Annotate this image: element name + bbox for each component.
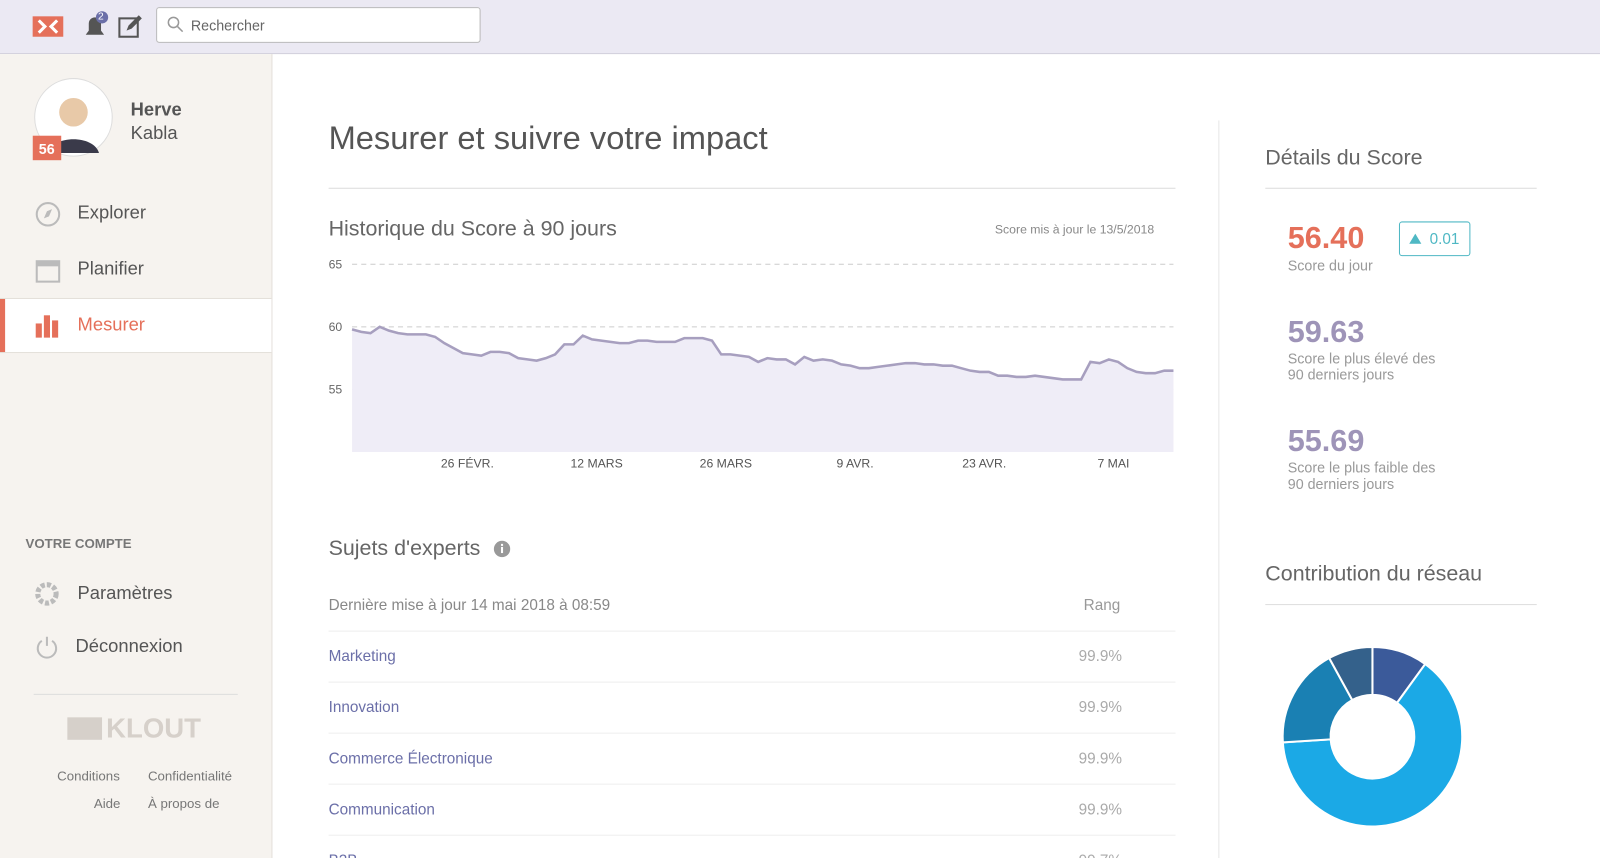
top-bar: 2 Rechercher [0, 0, 1600, 55]
nav-deconnexion[interactable]: Déconnexion [0, 620, 271, 673]
divider [1265, 187, 1537, 189]
profile-score: 56 [38, 140, 55, 158]
compose-icon[interactable] [116, 12, 145, 41]
line: Score le plus élevé des [1287, 349, 1436, 367]
page-title: Mesurer et suivre votre impact [328, 119, 768, 157]
rank-header: Rang [1083, 596, 1121, 615]
info-icon[interactable] [492, 540, 510, 558]
donut-slice [1327, 645, 1374, 702]
icon [35, 202, 61, 227]
x-tick-label: 9 AVR. [836, 456, 873, 470]
search-icon [167, 16, 184, 33]
x-tick-label: 26 FÉVR. [441, 455, 494, 470]
expert-rank: 99.9% [1078, 698, 1122, 717]
y-tick-label: 60 [329, 320, 343, 334]
score-highest: 59.63 [1287, 315, 1365, 349]
line: Score le plus faible des [1287, 459, 1436, 476]
donut-slice [1281, 662, 1464, 828]
line: 90 derniers jours [1287, 366, 1395, 383]
expert-rank: 99.9% [1078, 749, 1122, 768]
nav-planifier[interactable]: Planifier [0, 243, 271, 296]
expert-rank: 99.9% [1078, 801, 1122, 819]
score-change: 0.01 [1398, 221, 1471, 257]
logo-text: KLOUT [106, 713, 202, 744]
line: 90 derniers jours [1287, 475, 1395, 492]
search-placeholder: Rechercher [190, 17, 265, 34]
y-tick-label: 55 [329, 383, 343, 397]
expert-topic: Commerce Électronique [328, 749, 493, 768]
change-value: 0.01 [1429, 230, 1460, 248]
account-title: VOTRE COMPTE [25, 535, 132, 552]
nav-mesurer[interactable]: Mesurer [0, 297, 272, 354]
footer-link[interactable]: À propos de [147, 795, 220, 812]
nav-parametres[interactable]: Paramètres [0, 567, 271, 620]
score-lowest: 55.69 [1287, 424, 1365, 459]
nav-label: Planifier [77, 258, 144, 279]
footer-link[interactable]: Conditions [57, 768, 120, 784]
expert-rank: 99.9% [1078, 647, 1122, 666]
divider [33, 693, 238, 695]
icon [35, 582, 59, 606]
footer-logo: KLOUT [67, 713, 201, 745]
y-tick-label: 65 [329, 257, 343, 271]
up-arrow [1409, 233, 1422, 244]
icon [36, 636, 58, 659]
score-today: 56.40 [1287, 221, 1365, 256]
experts-title: Sujets d'experts [329, 537, 511, 561]
x-tick-label: 12 MARS [570, 456, 622, 470]
avatar[interactable] [32, 77, 117, 163]
footer-link[interactable]: Aide [93, 795, 121, 812]
nav-explorer[interactable]: Explorer [0, 187, 271, 240]
expert-row[interactable]: Innovation 99.9% [328, 682, 1176, 734]
experts-title-text: Sujets d'experts [328, 536, 481, 561]
expert-topic: Marketing [328, 647, 396, 666]
expert-topic: Communication [328, 801, 435, 819]
donut-slice [1281, 656, 1354, 744]
icon [35, 260, 61, 283]
expert-row[interactable]: Marketing 99.9% [328, 631, 1176, 683]
x-tick-label: 26 MARS [700, 456, 752, 470]
experts-updated: Dernière mise à jour 14 mai 2018 à 08:59 [328, 596, 611, 615]
search-box[interactable]: Rechercher [156, 7, 481, 43]
footer-link[interactable]: Confidentialité [147, 768, 233, 784]
sidebar: 56 Herve Kabla Explorer Planifier Mesure… [0, 54, 273, 858]
x-tick-label: 23 AVR. [962, 456, 1006, 470]
history-title: Historique du Score à 90 jours [328, 217, 617, 241]
expert-row[interactable]: Commerce Électronique 99.9% [328, 733, 1176, 785]
logo-icon[interactable] [31, 12, 66, 41]
donut-slice [1371, 645, 1427, 705]
expert-row[interactable]: Communication 99.9% [328, 784, 1176, 836]
divider [328, 187, 1176, 189]
nav-label: Explorer [77, 202, 146, 223]
nav-label: Déconnexion [75, 635, 183, 657]
expert-rank: 99.7% [1079, 852, 1122, 858]
score-line [351, 325, 1174, 381]
score-highest-label: Score le plus élevé des 90 derniers jours [1288, 350, 1436, 383]
notification-count: 2 [97, 11, 104, 23]
last-name: Kabla [130, 122, 178, 143]
nav-label: Mesurer [77, 314, 145, 335]
column-divider [1218, 120, 1220, 858]
icon [35, 315, 59, 338]
x-tick-label: 7 MAI [1097, 456, 1129, 470]
score-today-label: Score du jour [1287, 257, 1373, 274]
expert-topic: Innovation [328, 698, 400, 717]
score-area [352, 326, 1174, 453]
history-updated: Score mis à jour le 13/5/2018 [994, 222, 1155, 237]
experts-header: Dernière mise à jour 14 mai 2018 à 08:59… [328, 580, 1176, 632]
expert-row[interactable]: B2B 99.7% [329, 835, 1176, 858]
score-details-title: Détails du Score [1265, 145, 1423, 170]
notifications-icon[interactable] [82, 10, 111, 41]
divider [1265, 604, 1537, 606]
nav-label: Paramètres [77, 582, 173, 604]
first-name: Herve [130, 98, 182, 120]
score-lowest-label: Score le plus faible des 90 derniers jour… [1288, 459, 1436, 492]
expert-topic: B2B [329, 852, 358, 858]
network-title: Contribution du réseau [1265, 562, 1483, 586]
